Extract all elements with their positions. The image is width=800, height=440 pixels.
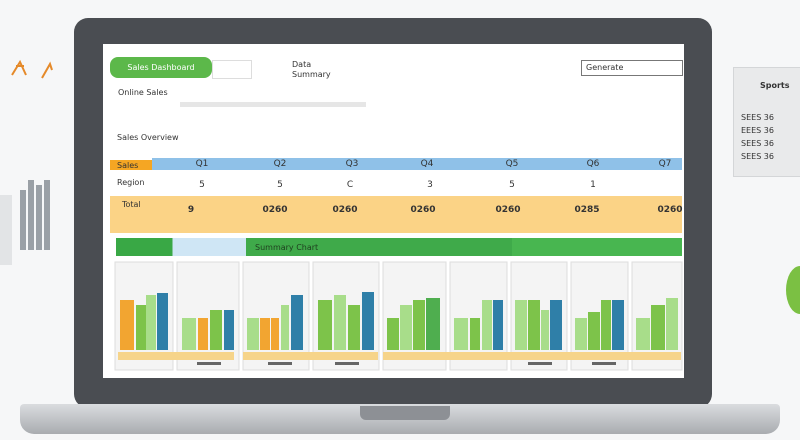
table-header-bar [152, 158, 682, 170]
table-cell: 0260 [332, 205, 358, 215]
side-line: EEES 36 [741, 126, 774, 135]
row-label: Region [117, 178, 145, 187]
subtitle: Online Sales [118, 88, 168, 97]
table-cell: 1 [590, 180, 596, 190]
table-cell: 0260 [495, 205, 521, 215]
info-bottom: Summary [292, 70, 331, 79]
table-header: Q7 [658, 159, 672, 169]
banner-text: Summary Chart [255, 243, 319, 252]
input-box[interactable] [212, 60, 252, 79]
divider [180, 102, 366, 107]
section-title: Sales Overview [117, 133, 179, 142]
table-cell: 0260 [410, 205, 436, 215]
table-header: Q2 [273, 159, 287, 169]
side-line: SEES 36 [741, 113, 774, 122]
table-orange-cell [110, 160, 152, 170]
laptop-notch [360, 406, 450, 420]
table-cell: C [346, 180, 354, 190]
table-cell: 3 [427, 180, 433, 190]
side-line: SEES 36 [741, 152, 774, 161]
table-cell: 9 [187, 205, 195, 215]
search-box[interactable]: Generate [581, 60, 683, 76]
table-cell: 0260 [262, 205, 288, 215]
table-cell: 0285 [574, 205, 600, 215]
table-orange-row [110, 196, 682, 233]
table-header: Q3 [345, 159, 359, 169]
table-header: Q1 [195, 159, 209, 169]
side-title: Sports [760, 81, 790, 90]
table-cell: 5 [199, 180, 205, 190]
side-panel [733, 67, 800, 177]
dashboard-button[interactable]: Sales Dashboard [110, 57, 212, 78]
table-cell: 5 [277, 180, 283, 190]
row-label: Sales [117, 161, 139, 170]
table-cell: 0260 [657, 205, 683, 215]
table-header: Q5 [505, 159, 519, 169]
row-label: Total [122, 200, 141, 209]
side-line: SEES 36 [741, 139, 774, 148]
info-top: Data [292, 60, 312, 69]
table-header: Q6 [586, 159, 600, 169]
table-cell: 5 [509, 180, 515, 190]
banner-bar [116, 238, 682, 256]
table-header: Q4 [420, 159, 434, 169]
